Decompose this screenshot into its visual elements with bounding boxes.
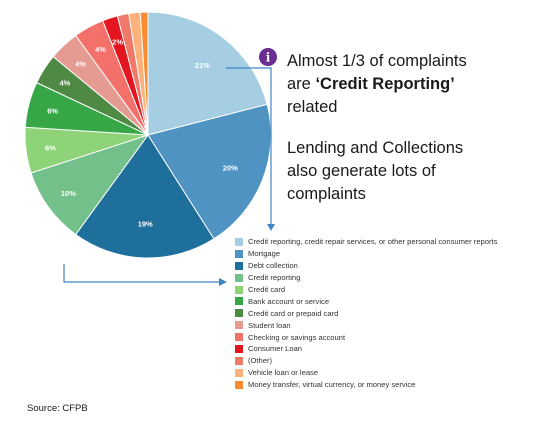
legend-item: Consumer Loan xyxy=(235,343,497,355)
svg-text:i: i xyxy=(266,51,271,65)
legend-swatch xyxy=(235,380,243,389)
callout-bottom-line-3: complaints xyxy=(287,185,366,203)
legend-item: (Other) xyxy=(235,355,497,367)
callout-top-emphasis: ‘Credit Reporting’ xyxy=(315,75,455,93)
slice-data-label: 19% xyxy=(138,220,153,229)
legend-label: Student loan xyxy=(248,320,291,330)
pie-slice xyxy=(30,134,150,236)
legend-label: Mortgage xyxy=(248,249,281,259)
legend-label: (Other) xyxy=(248,356,273,366)
legend-swatch xyxy=(235,333,243,342)
legend-item: Debt collection xyxy=(235,260,497,272)
legend-swatch xyxy=(235,309,243,318)
callout-top-line-3: related xyxy=(287,98,338,116)
legend-label: Credit reporting, credit repair services… xyxy=(248,237,498,247)
legend-swatch xyxy=(235,237,243,246)
legend-swatch xyxy=(235,356,243,365)
callout-bottom-line-1: Lending and Collections xyxy=(287,139,464,157)
arrow-to-legend-bottom xyxy=(63,264,221,283)
callout-bottom-line-2: also generate lots of xyxy=(287,162,436,180)
legend-item: Credit reporting, credit repair services… xyxy=(235,236,497,248)
legend-item: Credit reporting xyxy=(235,272,497,284)
legend-label: Credit reporting xyxy=(248,273,301,283)
chart-legend: Credit reporting, credit repair services… xyxy=(235,236,497,391)
legend-swatch xyxy=(235,273,243,282)
pie-slice xyxy=(147,11,268,136)
source-note: Source: CFPB xyxy=(27,403,88,414)
callout-top-line-2-text: are xyxy=(287,75,316,93)
legend-item: Student loan xyxy=(235,319,497,331)
legend-swatch xyxy=(235,297,243,306)
pie-slice xyxy=(139,11,149,136)
slice-data-label: 4% xyxy=(95,45,106,54)
legend-item: Checking or savings account xyxy=(235,331,497,343)
callout-bottom: Lending and Collections also generate lo… xyxy=(287,137,527,206)
arrow-to-legend-top xyxy=(226,67,272,226)
pie-slice xyxy=(75,134,215,259)
callout-top-line-2: are ‘Credit Reporting’ xyxy=(287,73,527,96)
legend-label: Bank account or service xyxy=(248,296,330,306)
legend-label: Debt collection xyxy=(248,261,298,271)
slice-data-label: 6% xyxy=(47,107,58,116)
legend-swatch xyxy=(235,285,243,294)
legend-label: Money transfer, virtual currency, or mon… xyxy=(248,380,416,390)
legend-swatch xyxy=(235,261,243,270)
legend-item: Credit card xyxy=(235,284,497,296)
slice-data-label: 10% xyxy=(61,189,76,198)
legend-label: Credit card or prepaid card xyxy=(248,308,339,318)
legend-label: Credit card xyxy=(248,285,286,294)
legend-swatch xyxy=(235,344,243,353)
pie-slices xyxy=(24,11,272,259)
legend-item: Credit card or prepaid card xyxy=(235,307,497,319)
callout-top: Almost 1/3 of complaints are ‘Credit Rep… xyxy=(287,50,527,119)
pie-slice xyxy=(147,103,272,240)
slice-data-label: 21% xyxy=(195,61,210,70)
slice-data-label: 20% xyxy=(223,164,238,173)
legend-swatch xyxy=(235,249,243,258)
slice-data-label: 4% xyxy=(75,59,86,68)
legend-label: Consumer Loan xyxy=(248,344,303,354)
arrow-head-right xyxy=(219,278,227,286)
pie-slice-labels: 21% 20% 19% 10% 6% 6% 4% 4% 4% 2% xyxy=(45,37,238,228)
slice-data-label: 4% xyxy=(59,78,70,87)
legend-item: Money transfer, virtual currency, or mon… xyxy=(235,379,497,391)
legend-label: Checking or savings account xyxy=(248,332,346,342)
legend-item: Bank account or service xyxy=(235,295,497,307)
legend-item: Mortgage xyxy=(235,248,497,260)
callout-arrows xyxy=(63,67,275,286)
legend-swatch xyxy=(235,321,243,330)
arrow-head-down xyxy=(267,224,275,231)
callout-top-line-1: Almost 1/3 of complaints xyxy=(287,52,467,70)
slice-data-label: 2% xyxy=(112,37,123,46)
legend-item: Vehicle loan or lease xyxy=(235,367,497,379)
legend-swatch xyxy=(235,368,243,377)
info-icon: i xyxy=(259,48,277,66)
slice-data-label: 6% xyxy=(45,143,56,152)
legend-label: Vehicle loan or lease xyxy=(248,368,319,378)
